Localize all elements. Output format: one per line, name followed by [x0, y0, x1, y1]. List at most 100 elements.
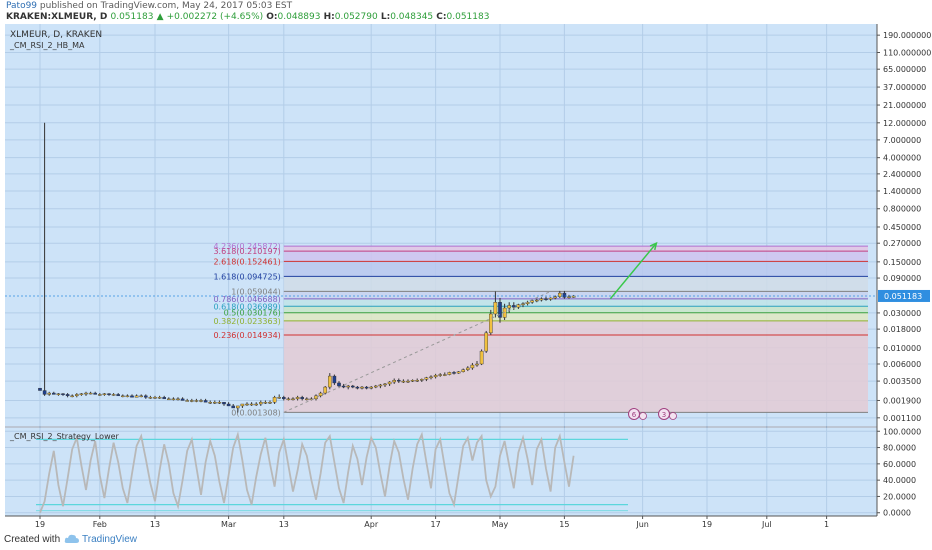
- target-arrow-line: [609, 242, 657, 300]
- tradingview-cloud-icon: [64, 534, 79, 543]
- candle-body: [52, 392, 56, 395]
- candle-body: [516, 304, 521, 308]
- candle-body: [189, 400, 194, 402]
- candle-body: [424, 377, 429, 380]
- price-axis[interactable]: 190.000000 110.000000 65.000000 37.000000 21…: [876, 24, 931, 516]
- event-badge[interactable]: [658, 408, 670, 420]
- chart-canvas[interactable]: 4.236(0.245872)3.618(0.210197)2.618(0.15…: [0, 22, 932, 530]
- price-tick-label: 7.000000: [883, 136, 921, 145]
- candle-body: [240, 403, 245, 407]
- candle-body: [259, 401, 263, 405]
- candle-body: [84, 392, 88, 395]
- low-label: L:: [380, 12, 391, 22]
- candle-body: [387, 381, 392, 385]
- candle-body: [383, 383, 387, 386]
- fib-zone: [283, 320, 868, 336]
- fib-level-label: 0.5(0.030176): [224, 309, 281, 318]
- candle-body: [61, 393, 65, 395]
- event-badge-dot: [669, 412, 677, 420]
- candle-body: [130, 395, 134, 398]
- candle-body: [539, 298, 544, 301]
- candle-body: [282, 397, 286, 400]
- event-badge-count: 3: [662, 411, 666, 419]
- candle-body: [199, 400, 203, 402]
- publish-text: published on TradingView.com, May 24, 20…: [39, 1, 293, 11]
- price-tick-label: 4.000000: [883, 154, 921, 163]
- candle-body: [235, 405, 240, 409]
- created-with-label: Created with: [4, 534, 61, 545]
- fibonacci-retracement[interactable]: 4.236(0.245872)3.618(0.210197)2.618(0.15…: [213, 242, 868, 417]
- high-value: 0.052790: [334, 12, 378, 22]
- open-label: O:: [266, 12, 278, 22]
- candle-body: [461, 369, 466, 372]
- candle-body: [38, 387, 42, 391]
- candle-body: [212, 401, 217, 404]
- fib-level-label: 1.618(0.094725): [213, 272, 280, 281]
- candle-body: [452, 372, 456, 374]
- candle-body: [493, 302, 498, 315]
- time-tick-label: 13: [279, 520, 289, 529]
- fib-level-label: 0(0.001308): [231, 408, 281, 417]
- arrow-head-icon: [649, 241, 658, 251]
- tradingview-link[interactable]: TradingView: [82, 534, 138, 545]
- time-tick-label: Apr: [364, 520, 379, 529]
- candle-body: [217, 401, 222, 404]
- time-tick-label: 13: [150, 520, 160, 529]
- price-tick-label: 0.270000: [883, 239, 921, 248]
- fib-zone: [283, 251, 868, 262]
- candle-body: [231, 405, 236, 409]
- price-tick-label: 0.001100: [883, 414, 921, 423]
- candle-body: [466, 367, 470, 370]
- candle-body: [125, 395, 130, 398]
- fib-zone: [283, 291, 868, 299]
- candle-body: [558, 292, 562, 297]
- candle-body: [484, 332, 489, 352]
- time-tick-label: 1: [824, 520, 829, 529]
- candle-body: [263, 401, 268, 404]
- fib-level-label: 0.618(0.036989): [213, 302, 280, 311]
- price-tick-label: 0.006000: [883, 360, 921, 369]
- candle-body: [530, 300, 534, 303]
- candle-body: [180, 398, 185, 401]
- price-tick-label: 0.003500: [883, 377, 921, 386]
- price-tick-label: 0.090000: [883, 274, 921, 283]
- price-tick-label: 0.800000: [883, 205, 921, 214]
- rsi-tick-label: 20.0000: [883, 492, 916, 501]
- candle-body: [553, 296, 557, 299]
- fib-level-label: 4.236(0.245872): [213, 242, 280, 251]
- author-link[interactable]: Pato99: [6, 1, 38, 11]
- candle-body: [456, 371, 461, 374]
- rsi-title: _CM_RSI_2_Strategy_Lower: [9, 432, 120, 441]
- candle-body: [341, 385, 346, 388]
- candle-body: [507, 305, 512, 309]
- candle-body: [88, 392, 93, 395]
- candle-body: [74, 394, 79, 397]
- fib-level-label: 2.618(0.152461): [213, 257, 280, 266]
- time-tick-label: Jun: [635, 520, 649, 529]
- candle-body: [277, 397, 282, 399]
- time-axis[interactable]: 19 Feb 13 Mar 13 Apr 17 May 15 Jun 19 Jul 1: [5, 515, 877, 529]
- price-tick-label: 110.000000: [883, 48, 931, 57]
- chart-header: Pato99 published on TradingView.com, May…: [0, 0, 932, 22]
- candle-body: [291, 398, 295, 401]
- candle-body: [166, 398, 171, 401]
- candle-body: [521, 303, 525, 305]
- candle-body: [139, 395, 144, 398]
- rsi-series-line: [39, 430, 575, 514]
- rsi-axis[interactable]: 100.0000 80.0000 60.0000 40.0000 20.0000 0.00…: [877, 427, 921, 518]
- fib-trend-line: [283, 290, 551, 413]
- ohlc-line: KRAKEN:XLMEUR, D 0.051183 ▲ +0.002272 (+…: [6, 12, 489, 22]
- candle-body: [544, 298, 548, 300]
- time-tick-label: Mar: [221, 520, 237, 529]
- candle-body: [268, 401, 272, 404]
- candle-body: [470, 364, 475, 369]
- event-badge[interactable]: [628, 408, 640, 420]
- candle-body: [328, 375, 332, 388]
- fib-zone: [283, 306, 868, 313]
- fib-zone: [283, 312, 868, 321]
- candle-body: [475, 363, 479, 366]
- candle-body: [360, 386, 364, 389]
- candle-body: [369, 386, 374, 389]
- price-tick-label: 37.000000: [883, 83, 926, 92]
- low-value: 0.048345: [390, 12, 434, 22]
